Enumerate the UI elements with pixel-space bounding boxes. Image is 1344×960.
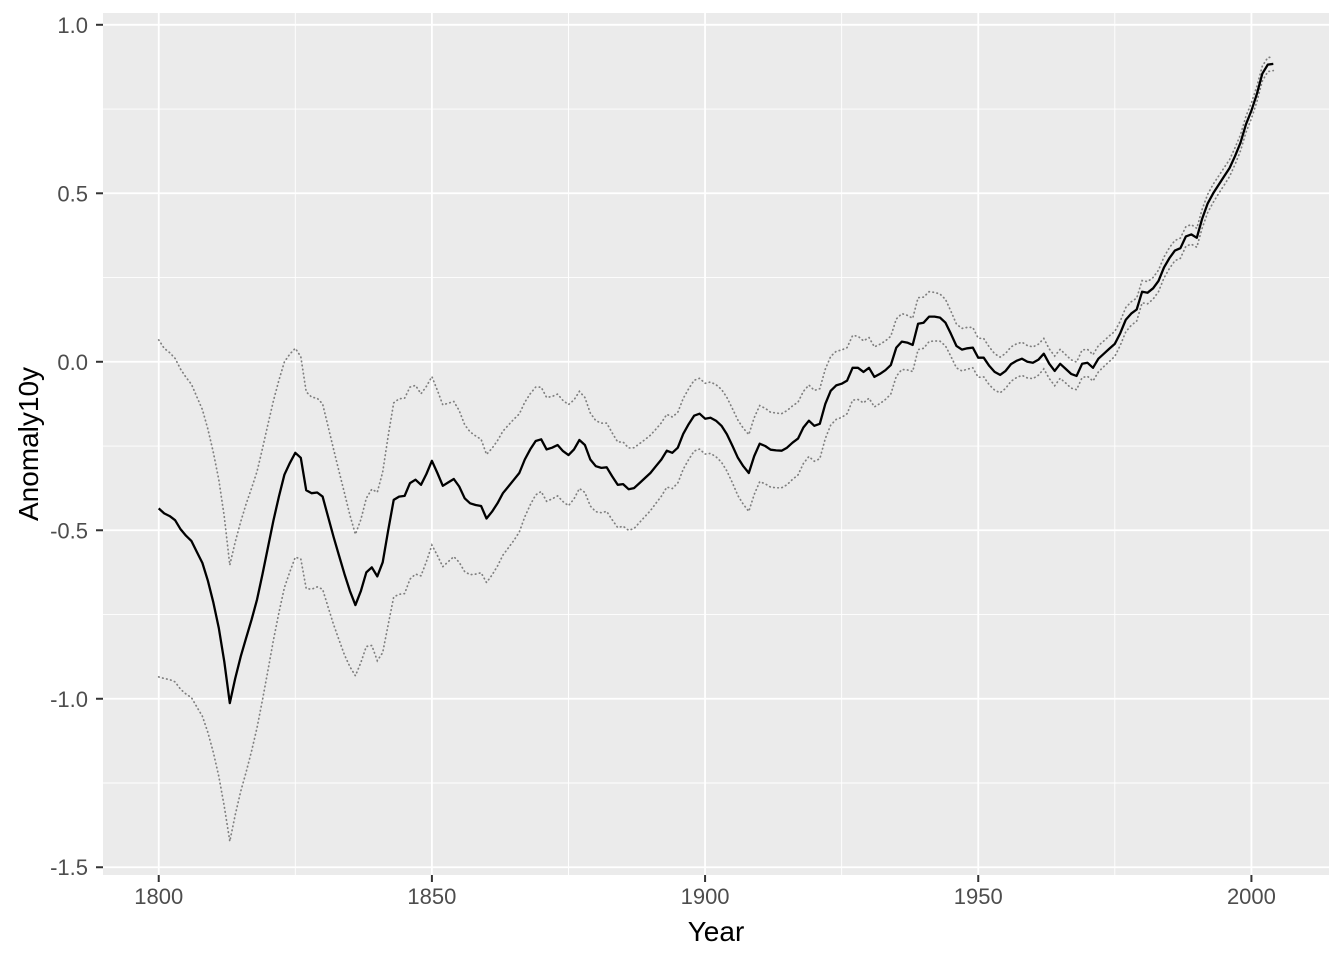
x-tick-label: 1850 <box>407 884 456 909</box>
y-tick-label: 0.5 <box>57 181 88 206</box>
data-series-lines <box>157 56 1275 842</box>
y-tick-label: -0.5 <box>50 518 88 543</box>
x-axis-title: Year <box>688 916 745 947</box>
lower-uncertainty-dotted-line <box>157 69 1275 842</box>
anomaly10y-solid-line <box>157 62 1274 705</box>
y-tick-label: 0.0 <box>57 350 88 375</box>
y-tick-label: 1.0 <box>57 13 88 38</box>
minor-gridlines <box>103 13 1329 875</box>
x-tick-label: 1900 <box>681 884 730 909</box>
y-axis-tick-labels: -1.5 -1.0 -0.5 0.0 0.5 1.0 <box>50 13 88 880</box>
y-tick-label: -1.0 <box>50 687 88 712</box>
major-gridlines <box>103 13 1329 875</box>
y-axis-title: Anomaly10y <box>13 367 44 521</box>
x-tick-label: 2000 <box>1227 884 1276 909</box>
y-tick-label: -1.5 <box>50 855 88 880</box>
axis-tick-marks <box>96 23 1253 882</box>
x-tick-label: 1800 <box>134 884 183 909</box>
x-tick-label: 1950 <box>954 884 1003 909</box>
plot-panel-background <box>103 13 1329 875</box>
upper-uncertainty-dotted-line <box>157 56 1275 566</box>
x-axis-tick-labels: 1800 1850 1900 1950 2000 <box>134 884 1276 909</box>
